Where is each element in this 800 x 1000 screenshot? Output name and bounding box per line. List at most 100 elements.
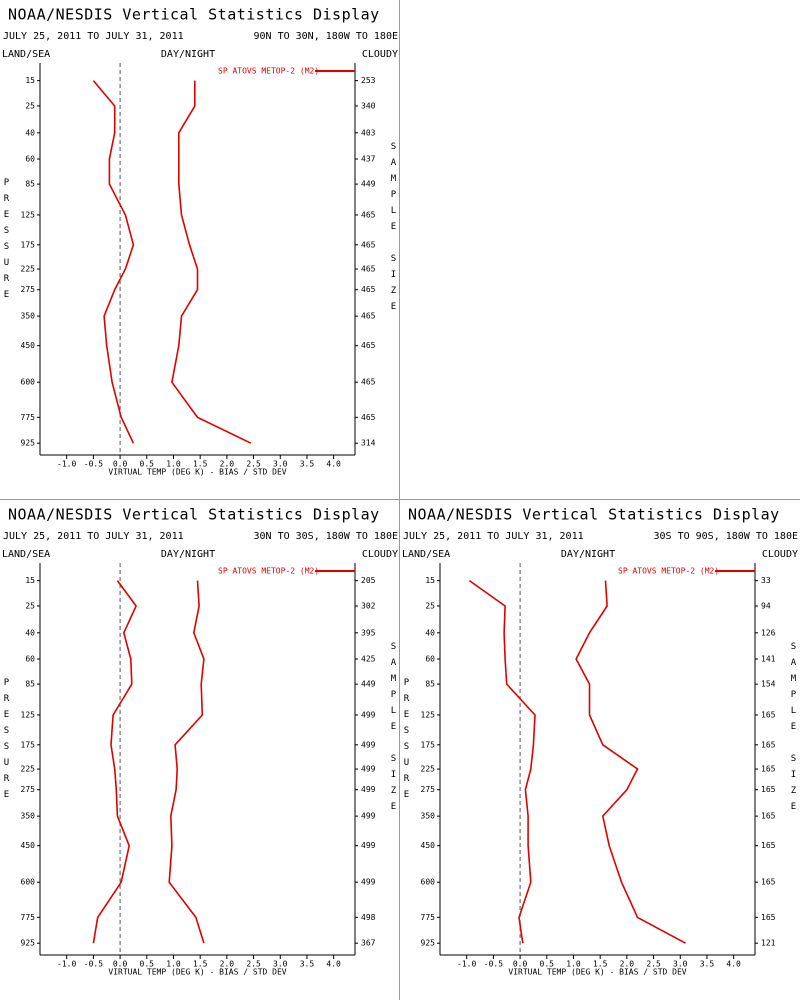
sample-size: 403 [361,128,376,137]
y-tick-label: 275 [21,785,36,794]
y-axis-title: PRESSURE [2,178,12,306]
x-tick-label: 0.0 [513,960,528,969]
sample-size: 499 [361,710,376,719]
sample-size: 165 [761,740,776,749]
y-tick-label: 775 [421,913,436,922]
sample-size: 465 [361,265,376,274]
x-tick-label: 3.0 [273,960,288,969]
sample-size: 165 [761,913,776,922]
sample-size: 165 [761,812,776,821]
y-tick-label: 225 [421,765,436,774]
x-tick-label: -1.0 [57,960,76,969]
sample-size: 94 [761,601,771,610]
x-tick-label: 4.0 [326,960,341,969]
sample-size: 465 [361,210,376,219]
x-tick-label: 2.0 [620,960,635,969]
y2-axis-title: SAMPLE SIZE [389,142,399,318]
y-tick-label: 15 [425,576,435,585]
sample-size: 465 [361,341,376,350]
y-tick-label: 40 [25,628,35,637]
y-axis-title: PRESSURE [402,678,412,806]
y-axis-title: PRESSURE [2,678,12,806]
y2-axis-title: SAMPLE SIZE [789,642,799,818]
x-tick-label: 4.0 [726,960,741,969]
x-tick-label: 3.0 [273,460,288,469]
sample-size: 499 [361,785,376,794]
title: NOAA/NESDIS Vertical Statistics Display [8,6,380,24]
x-tick-label: 1.0 [166,460,181,469]
y-tick-label: 175 [21,740,36,749]
y-tick-label: 175 [421,740,436,749]
x-tick-label: 0.5 [540,960,555,969]
sample-size: 437 [361,155,376,164]
surface-label: LAND/SEA [2,49,50,60]
bias-line [92,80,135,444]
title: NOAA/NESDIS Vertical Statistics Display [408,506,780,524]
time-label: DAY/NIGHT [561,549,615,560]
subtitle: JULY 25, 2011 TO JULY 31, 2011 [403,531,584,542]
bias-line [468,579,536,944]
region: 30N TO 30S, 180W TO 180E [254,531,399,542]
subtitle: JULY 25, 2011 TO JULY 31, 2011 [3,531,184,542]
y-tick-label: 25 [25,101,35,110]
sample-size: 395 [361,628,376,637]
panel: NOAA/NESDIS Vertical Statistics Display J… [2,6,399,477]
sample-size: 165 [761,878,776,887]
y-tick-label: 600 [21,378,36,387]
x-tick-label: 3.5 [300,460,315,469]
sample-size: 154 [761,680,776,689]
y-tick-label: 25 [25,601,35,610]
sample-size: 165 [761,710,776,719]
sample-size: 314 [361,439,376,448]
x-axis-title: VIRTUAL TEMP (DEG K) - BIAS / STD DEV [508,968,686,977]
sample-size: 465 [361,312,376,321]
y-tick-label: 15 [25,576,35,585]
y-tick-label: 40 [25,128,35,137]
y-tick-label: 85 [25,180,35,189]
x-tick-label: 1.5 [193,960,208,969]
x-tick-label: 3.0 [673,960,688,969]
x-tick-label: 3.5 [300,960,315,969]
sample-size: 465 [361,413,376,422]
sample-size: 499 [361,812,376,821]
y-tick-label: 125 [21,710,36,719]
sample-size: 465 [361,285,376,294]
x-tick-label: 2.0 [220,460,235,469]
x-tick-label: -0.5 [484,960,503,969]
panel: NOAA/NESDIS Vertical Statistics Display J… [2,506,399,977]
sample-size: 33 [761,576,771,585]
y-tick-label: 85 [425,680,435,689]
y-tick-label: 125 [21,210,36,219]
x-axis-title: VIRTUAL TEMP (DEG K) - BIAS / STD DEV [108,968,286,977]
x-tick-label: 2.5 [646,960,661,969]
sample-size: 165 [761,765,776,774]
legend-label: SP ATOVS METOP-2 (M2) [218,567,319,576]
x-tick-label: 0.0 [113,960,128,969]
y-tick-label: 40 [425,628,435,637]
x-tick-label: 0.5 [140,960,155,969]
y-tick-label: 225 [21,765,36,774]
surface-label: LAND/SEA [402,549,450,560]
y-tick-label: 85 [25,680,35,689]
sample-size: 367 [361,939,376,948]
y-tick-label: 15 [25,76,35,85]
title: NOAA/NESDIS Vertical Statistics Display [8,506,380,524]
y-tick-label: 25 [425,601,435,610]
y-tick-label: 450 [21,341,36,350]
x-tick-label: 2.5 [246,960,261,969]
std-dev-line [168,580,205,944]
sample-size: 425 [361,655,376,664]
x-tick-label: -0.5 [84,960,103,969]
x-tick-label: 3.5 [700,960,715,969]
x-tick-label: 1.0 [166,960,181,969]
std-dev-line [575,580,686,944]
y-tick-label: 275 [421,785,436,794]
sample-size: 498 [361,913,376,922]
y-tick-label: 175 [21,240,36,249]
x-tick-label: 4.0 [326,460,341,469]
y-tick-label: 125 [421,710,436,719]
y-tick-label: 275 [21,285,36,294]
y-tick-label: 350 [21,312,36,321]
y-tick-label: 225 [21,265,36,274]
